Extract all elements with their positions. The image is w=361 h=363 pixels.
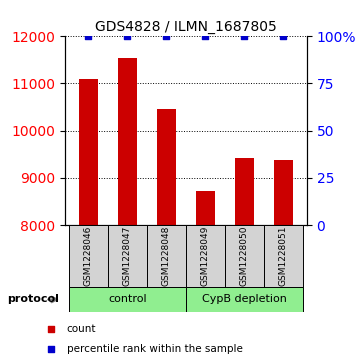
- Bar: [196, 191, 215, 225]
- Point: [125, 33, 130, 39]
- Bar: [69, 225, 108, 287]
- Title: GDS4828 / ILMN_1687805: GDS4828 / ILMN_1687805: [95, 20, 277, 34]
- Text: CypB depletion: CypB depletion: [202, 294, 287, 305]
- Bar: [264, 225, 303, 287]
- Text: protocol: protocol: [7, 294, 59, 305]
- Point: [203, 33, 208, 39]
- Point: [48, 346, 55, 352]
- Bar: [235, 158, 254, 225]
- Text: control: control: [108, 294, 147, 305]
- Text: GSM1228046: GSM1228046: [84, 226, 93, 286]
- Text: GSM1228048: GSM1228048: [162, 226, 171, 286]
- Bar: [157, 110, 176, 225]
- Bar: [274, 160, 293, 225]
- Point: [86, 33, 91, 39]
- Point: [48, 327, 55, 333]
- Text: GSM1228051: GSM1228051: [279, 226, 288, 286]
- Point: [280, 33, 286, 39]
- Text: count: count: [67, 325, 96, 334]
- Text: percentile rank within the sample: percentile rank within the sample: [67, 344, 243, 354]
- Bar: [69, 287, 186, 312]
- Text: GSM1228049: GSM1228049: [201, 226, 210, 286]
- Bar: [118, 57, 137, 225]
- Bar: [79, 79, 98, 225]
- Bar: [225, 225, 264, 287]
- Text: GSM1228050: GSM1228050: [240, 226, 249, 286]
- Bar: [186, 287, 303, 312]
- Bar: [108, 225, 147, 287]
- Point: [242, 33, 247, 39]
- Bar: [186, 225, 225, 287]
- Text: GSM1228047: GSM1228047: [123, 226, 132, 286]
- Point: [164, 33, 169, 39]
- Bar: [147, 225, 186, 287]
